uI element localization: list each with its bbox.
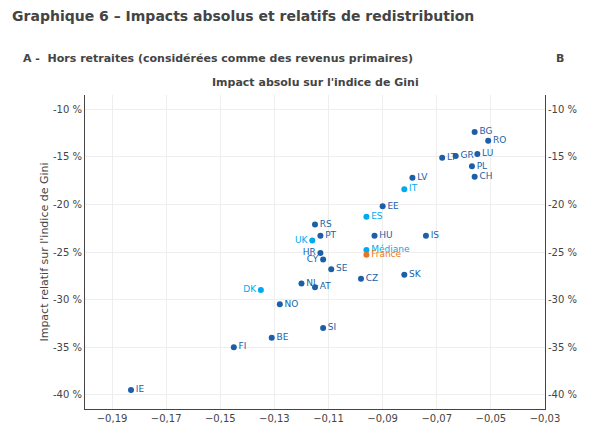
svg-text:-30 %: -30 % xyxy=(548,294,577,305)
svg-text:FI: FI xyxy=(239,341,247,351)
svg-text:LU: LU xyxy=(482,148,493,158)
svg-text:-25 %: -25 % xyxy=(548,247,577,258)
svg-text:−0,17: −0,17 xyxy=(151,413,182,424)
svg-text:SK: SK xyxy=(409,269,422,279)
svg-text:SI: SI xyxy=(328,322,336,332)
svg-text:NO: NO xyxy=(285,299,299,309)
svg-text:-40 %: -40 % xyxy=(548,389,577,400)
svg-text:−0,11: −0,11 xyxy=(313,413,344,424)
svg-text:IE: IE xyxy=(136,384,145,394)
svg-text:−0,15: −0,15 xyxy=(205,413,236,424)
svg-text:B: B xyxy=(556,52,564,65)
svg-text:RS: RS xyxy=(320,219,332,229)
svg-text:A - Hors retraites (considéré: A - Hors retraites (considérées comme de… xyxy=(23,52,413,65)
svg-text:LV: LV xyxy=(417,172,428,182)
svg-text:−0,19: −0,19 xyxy=(97,413,128,424)
svg-text:EE: EE xyxy=(387,201,399,211)
svg-text:-10 %: -10 % xyxy=(548,104,577,115)
svg-text:BG: BG xyxy=(479,126,492,136)
svg-text:-15 %: -15 % xyxy=(548,151,577,162)
svg-text:CY: CY xyxy=(307,254,319,264)
svg-text:PT: PT xyxy=(325,230,336,240)
svg-text:HR: HR xyxy=(303,247,316,257)
svg-text:-35 %: -35 % xyxy=(548,342,577,353)
svg-text:-20 %: -20 % xyxy=(548,199,577,210)
svg-text:GR: GR xyxy=(460,150,473,160)
svg-text:ES: ES xyxy=(371,211,383,221)
svg-text:BE: BE xyxy=(276,332,288,342)
svg-text:Graphique 6 – Impacts absolus: Graphique 6 – Impacts absolus et relatif… xyxy=(12,8,474,24)
svg-text:−0,05: −0,05 xyxy=(476,413,507,424)
svg-text:-35 %: -35 % xyxy=(53,342,82,353)
svg-text:-15 %: -15 % xyxy=(53,151,82,162)
svg-text:−0,03: −0,03 xyxy=(530,413,561,424)
svg-text:SE: SE xyxy=(336,263,348,273)
svg-text:-40 %: -40 % xyxy=(53,389,82,400)
svg-text:UK: UK xyxy=(295,235,309,245)
svg-text:PL: PL xyxy=(477,161,487,171)
svg-text:CZ: CZ xyxy=(366,273,378,283)
svg-text:Impact absolu sur l'indice de: Impact absolu sur l'indice de Gini xyxy=(212,76,419,89)
svg-text:Impact relatif sur l'indice de: Impact relatif sur l'indice de Gini xyxy=(38,162,51,341)
svg-text:−0,13: −0,13 xyxy=(259,413,290,424)
svg-text:-30 %: -30 % xyxy=(53,294,82,305)
svg-text:IT: IT xyxy=(409,183,418,193)
svg-text:France: France xyxy=(371,249,401,259)
svg-text:AT: AT xyxy=(320,281,331,291)
svg-text:HU: HU xyxy=(379,230,392,240)
svg-text:NL: NL xyxy=(306,278,318,288)
svg-text:CH: CH xyxy=(479,171,492,181)
svg-text:IS: IS xyxy=(431,230,440,240)
svg-text:RO: RO xyxy=(493,135,506,145)
svg-text:−0,09: −0,09 xyxy=(367,413,398,424)
svg-text:DK: DK xyxy=(243,284,257,294)
svg-text:LT: LT xyxy=(447,152,457,162)
svg-text:Médiane: Médiane xyxy=(371,244,410,254)
svg-text:-10 %: -10 % xyxy=(53,104,82,115)
svg-text:-25 %: -25 % xyxy=(53,247,82,258)
svg-text:−0,07: −0,07 xyxy=(421,413,452,424)
svg-text:-20 %: -20 % xyxy=(53,199,82,210)
